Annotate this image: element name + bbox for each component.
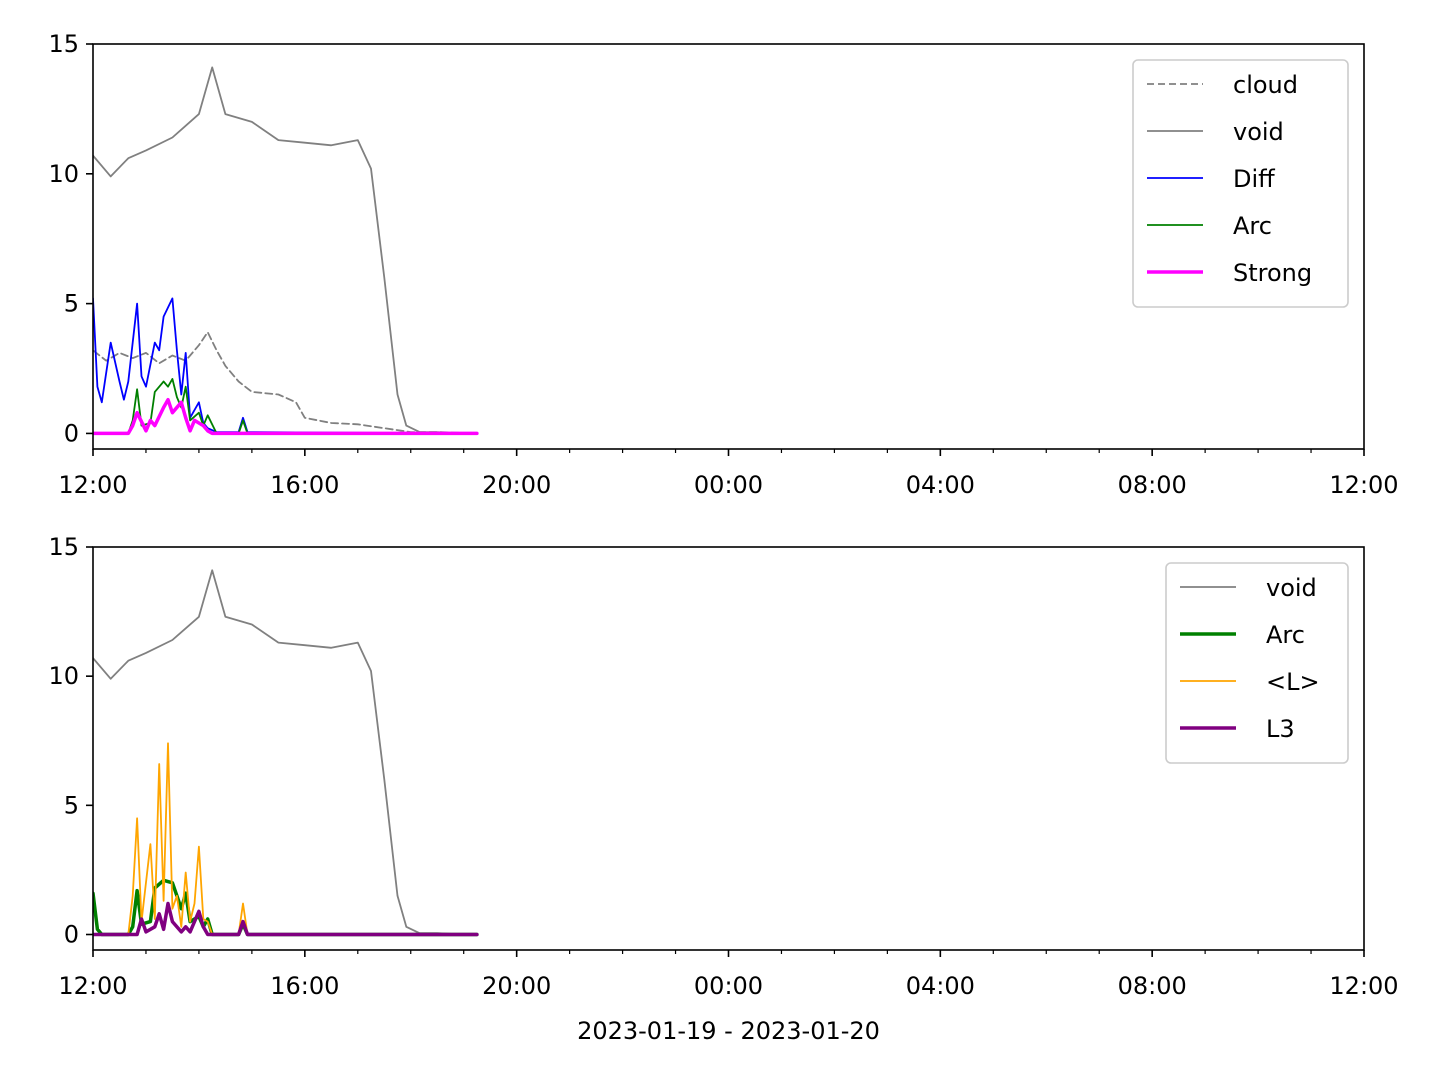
x-tick-label: 16:00 xyxy=(270,972,339,1000)
legend-label: Arc xyxy=(1233,212,1272,240)
legend-label: Diff xyxy=(1233,165,1275,193)
legend-label: Arc xyxy=(1266,621,1305,649)
legend-label: void xyxy=(1233,118,1284,146)
legend: cloud void Diff Arc Strong xyxy=(1132,59,1349,308)
y-tick-label: 10 xyxy=(48,662,79,690)
y-tick-label: 5 xyxy=(64,290,79,318)
legend-box xyxy=(1165,562,1349,764)
series-line-diff xyxy=(93,297,478,435)
series-group xyxy=(93,569,479,937)
x-tick-label: 04:00 xyxy=(906,972,975,1000)
x-tick-label: 00:00 xyxy=(694,471,763,499)
y-tick-label: 0 xyxy=(64,921,79,949)
series-line-l3 xyxy=(93,901,479,937)
legend-label: Strong xyxy=(1233,259,1312,287)
top-chart: 0 5 10 15 12:00 16:00 20:00 00:00 04:00 08:00 12:0… xyxy=(48,30,1398,499)
legend-label: <L> xyxy=(1266,668,1320,696)
legend-label: cloud xyxy=(1233,71,1298,99)
series-group xyxy=(93,66,479,436)
y-tick-label: 5 xyxy=(64,791,79,819)
y-tick-label: 15 xyxy=(48,533,79,561)
x-tick-label: 20:00 xyxy=(482,471,551,499)
series-line-strong xyxy=(93,397,479,436)
x-tick-label: 12:00 xyxy=(58,471,127,499)
x-tick-label: 20:00 xyxy=(482,972,551,1000)
x-tick-label: 04:00 xyxy=(906,471,975,499)
series-line-cloud xyxy=(93,331,478,435)
series-line-arc xyxy=(93,377,478,435)
legend: void Arc <L> L3 xyxy=(1165,562,1349,764)
x-tick-label: 00:00 xyxy=(694,972,763,1000)
y-tick-label: 0 xyxy=(64,419,79,447)
x-tick-label: 12:00 xyxy=(58,972,127,1000)
bottom-chart: 0 5 10 15 12:00 16:00 20:00 00:00 04:00 08:00 12:0… xyxy=(48,533,1398,1045)
legend-label: L3 xyxy=(1266,715,1295,743)
x-axis-label: 2023-01-19 - 2023-01-20 xyxy=(577,1017,880,1045)
y-tick-label: 15 xyxy=(48,30,79,58)
legend-label: void xyxy=(1266,574,1317,602)
x-tick-label: 12:00 xyxy=(1329,972,1398,1000)
x-tick-label: 08:00 xyxy=(1118,471,1187,499)
x-tick-label: 08:00 xyxy=(1118,972,1187,1000)
x-tick-label: 16:00 xyxy=(270,471,339,499)
y-tick-label: 10 xyxy=(48,160,79,188)
series-line-void xyxy=(93,569,478,936)
legend-box xyxy=(1132,59,1349,308)
x-tick-label: 12:00 xyxy=(1329,471,1398,499)
series-line-void xyxy=(93,66,478,435)
